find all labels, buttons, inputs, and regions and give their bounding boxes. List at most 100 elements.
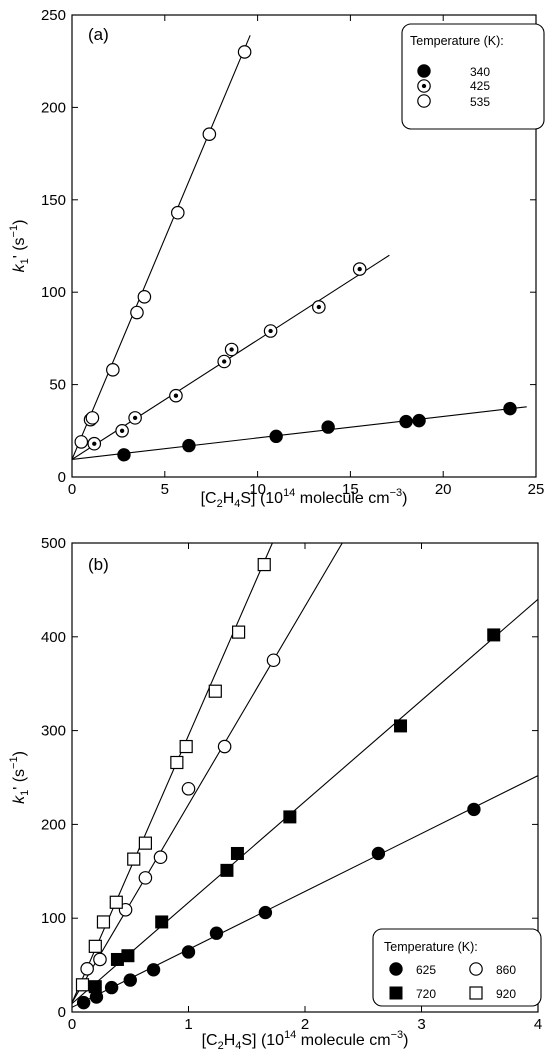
data-point-920K [179,739,193,754]
legend-box [401,23,545,130]
legend-marker-535K [417,94,431,108]
data-point-720K [121,949,135,963]
legend-marker-720K [389,986,403,1000]
data-point-425K [169,388,183,403]
data-point-340K [117,448,131,462]
y-tick-label: 200 [41,99,66,116]
legend-item-920K: 920 [469,986,516,1001]
data-point-425K [87,436,102,451]
y-tick-label: 200 [41,816,66,833]
legend-marker-425K [417,79,431,93]
legend-marker-860K [469,962,483,976]
data-point-920K [170,755,184,770]
x-tick-label: 10 [249,481,266,498]
legend-title: Temperature (K): [410,34,504,48]
data-point-425K [312,300,326,314]
legend-marker-625K [389,962,403,976]
y-tick-label: 0 [58,469,66,486]
fit-line-860K [72,543,343,1003]
data-point-720K [283,810,297,824]
legend-marker-920K [469,986,483,1000]
data-point-625K [371,846,386,861]
x-tick-label: 4 [534,1016,542,1033]
legend-title: Temperature (K): [384,940,478,954]
data-point-625K [76,995,91,1010]
panel-label: (a) [88,25,109,44]
data-point-920K [96,915,111,929]
x-axis-title: [C2H4S] (1014 molecule cm−3) [202,1029,409,1052]
data-point-720K [230,846,244,860]
y-axis-title: k1' (s−1) [8,751,31,804]
x-tick-label: 3 [417,1016,425,1033]
data-point-860K [80,962,94,976]
data-point-340K [182,438,196,453]
legend-label: 720 [416,987,436,1001]
data-point-625K [123,973,137,987]
data-point-860K [266,653,281,668]
data-point-535K [106,363,120,377]
data-point-535K [137,290,152,304]
data-point-720K [487,628,501,642]
y-tick-label: 100 [41,284,66,301]
fit-line-340K [72,406,527,460]
data-point-860K [217,739,232,754]
data-point-425K [224,342,239,357]
data-point-920K [231,625,246,639]
fit-line-720K [72,598,538,1004]
legend: Temperature (K): 625 720 860 920 [372,928,542,1007]
legend-item-625K: 625 [389,962,436,977]
x-tick-label: 2 [301,1016,309,1033]
data-point-625K [146,963,161,977]
legend-item-340K: 340 [417,64,490,79]
data-point-535K [202,127,217,141]
series-720K [88,628,501,994]
data-point-860K [153,850,168,865]
data-point-535K [85,411,100,425]
series-860K [80,653,281,976]
data-point-720K [155,915,169,929]
series-425K [87,262,367,451]
data-point-425K [115,423,129,438]
x-tick-label: 25 [528,481,545,498]
y-tick-label: 150 [41,192,66,209]
legend-label: 340 [470,65,490,79]
x-tick-label: 20 [435,481,452,498]
data-point-340K [269,429,283,444]
legend-box [372,928,542,1007]
plot-frame [71,14,537,478]
legend-label: 535 [470,95,490,109]
data-point-340K [412,413,426,428]
y-tick-label: 100 [41,910,66,927]
data-point-425K [352,262,367,276]
legend-item-535K: 535 [417,94,490,109]
y-tick-label: 0 [58,1004,66,1021]
data-point-535K [130,305,144,320]
data-point-425K [263,324,278,338]
data-point-425K [128,411,142,425]
series-535K [74,45,252,449]
data-point-920K [208,684,222,698]
data-point-625K [104,980,119,995]
y-tick-label: 500 [41,535,66,552]
data-point-920K [88,939,102,953]
data-point-920K [138,836,152,850]
y-axis-title: k1' (s−1) [8,220,31,273]
data-point-625K [467,802,481,817]
data-point-860K [181,781,196,796]
x-tick-label: 0 [68,481,76,498]
legend-label: 860 [496,963,516,977]
data-point-425K [217,354,231,369]
y-tick-label: 300 [41,723,66,740]
series-340K [117,401,517,462]
y-tick-label: 250 [41,7,66,24]
data-point-535K [170,205,185,220]
x-tick-label: 15 [342,481,359,498]
legend-label: 625 [416,963,436,977]
data-point-535K [237,45,252,59]
fit-line-535K [72,35,251,460]
data-point-860K [93,952,107,967]
data-point-625K [209,926,224,940]
data-point-625K [258,905,273,920]
